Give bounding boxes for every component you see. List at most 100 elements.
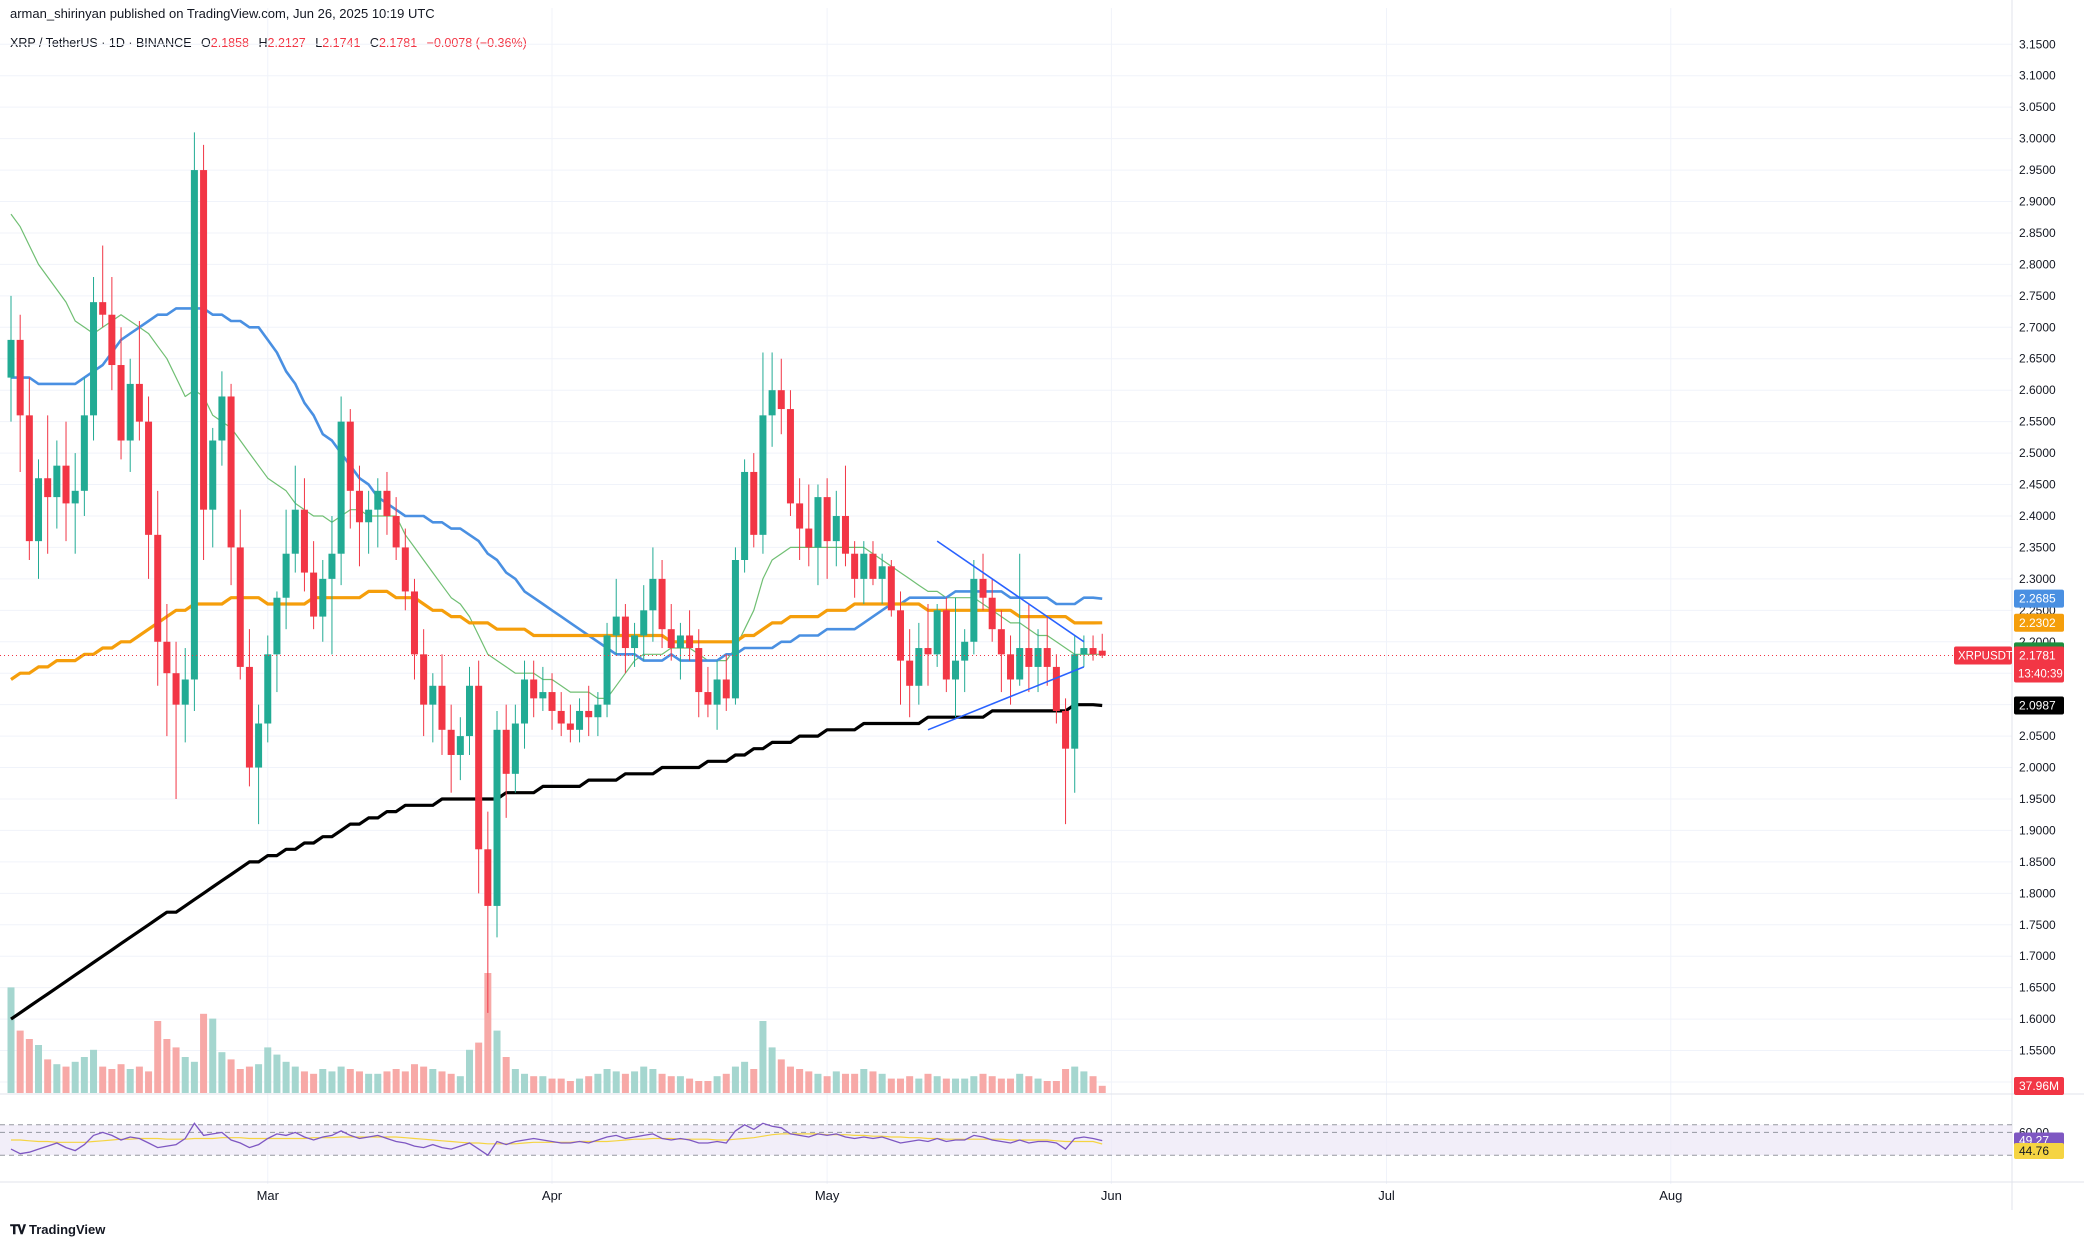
volume-bar [814,1073,822,1093]
volume-bar [805,1071,813,1093]
volume-bar [887,1078,895,1093]
volume-bar [1043,1081,1051,1093]
candle-body [851,553,859,579]
candle-body [328,553,336,579]
candle-body [7,339,15,378]
candle-body [823,497,831,542]
price-tick-label: 2.4000 [2019,509,2056,523]
candle-body [631,635,639,649]
volume-bar [759,1021,767,1093]
price-badge-bg [2014,696,2064,715]
price-tick-label: 1.7000 [2019,949,2056,963]
candle-body [961,641,969,661]
price-tick-label: 2.0000 [2019,761,2056,775]
candle-body [1052,666,1060,711]
high-value: 2.2127 [267,36,306,50]
volume-bar [961,1078,969,1093]
volume-bar [676,1076,684,1093]
candle-body [1098,650,1106,656]
candle-body [172,673,180,705]
volume-bar [823,1076,831,1093]
symbol-title[interactable]: XRP / TetherUS · 1D · BINANCE [10,36,192,50]
candle-body [988,597,996,630]
tradingview-logo[interactable]: 𝐓𝐕 TradingView [10,1222,105,1238]
volume-bar [163,1039,171,1093]
candle-body [952,660,960,680]
symbol-info-bar: XRP / TetherUS · 1D · BINANCE O2.1858 H2… [10,36,527,50]
volume-bar [493,1030,501,1093]
volume-bar [1052,1081,1060,1093]
candle-body [750,471,758,535]
volume-bar [548,1078,556,1093]
price-tick-label: 2.5000 [2019,446,2056,460]
price-tick-label: 1.6500 [2019,981,2056,995]
candle-body [796,503,804,529]
volume-bar [649,1069,657,1093]
price-tick-label: 2.0500 [2019,729,2056,743]
candle-body [218,396,226,441]
candle-body [291,509,299,554]
candle-body [942,610,950,680]
candle-body [181,679,189,705]
candle-body [640,610,648,636]
price-tick-label: 2.7000 [2019,320,2056,334]
candle-body [365,509,373,523]
candle-body [997,629,1005,655]
volume-bar [942,1078,950,1093]
time-axis: Mar Apr May Jun Jul Aug [257,1188,1683,1203]
volume-bar [786,1066,794,1093]
candle-body [704,692,712,705]
volume-bar [1025,1076,1033,1093]
volume-bar [236,1069,244,1093]
candle-body [970,578,978,642]
candle-body [832,515,840,542]
candle-body [1071,654,1079,749]
candle-body [282,553,290,598]
volume-bar [576,1078,584,1093]
candle-body [245,666,253,768]
volume-bar [704,1081,712,1093]
price-tick-label: 2.3500 [2019,540,2056,554]
volume-bar [80,1057,88,1093]
volume-bar [475,1042,483,1093]
open-label: O [201,36,211,50]
volume-bar [365,1073,373,1093]
candle-body [896,610,904,661]
candle-body [786,409,794,504]
time-tick-label: Jun [1101,1188,1122,1203]
price-tick-label: 2.3000 [2019,572,2056,586]
volume-bar [521,1073,529,1093]
high-label: H [258,36,268,50]
rsi-ma-value-label: 44.76 [2019,1144,2049,1158]
volume-bar [410,1064,418,1093]
candle-body [90,302,98,416]
price-tick-label: 2.7500 [2019,289,2056,303]
price-tick-label: 3.1500 [2019,37,2056,51]
volume-bar [594,1073,602,1093]
candle-body [1025,648,1033,667]
volume-bar [44,1059,52,1093]
candle-body [44,478,52,498]
volume-bar [71,1061,79,1093]
volume-bar [25,1039,33,1093]
volume-bar [1089,1076,1097,1093]
volume-bar [1071,1066,1079,1093]
candle-body [209,440,217,510]
volume-bars [7,973,1106,1093]
volume-bar [768,1047,776,1093]
volume-bar [731,1066,739,1093]
volume-bar [530,1076,538,1093]
price-tick-label: 2.8500 [2019,226,2056,240]
candle-body [805,528,813,548]
volume-bar [181,1057,189,1093]
volume-bar [282,1061,290,1093]
volume-bar [383,1071,391,1093]
price-tick-label: 1.8000 [2019,886,2056,900]
candle-body [264,654,272,724]
candle-body [686,635,694,649]
volume-bar [1034,1078,1042,1093]
time-tick-label: Jul [1378,1188,1395,1203]
candle-body [80,415,88,491]
candle-body [1007,654,1015,680]
